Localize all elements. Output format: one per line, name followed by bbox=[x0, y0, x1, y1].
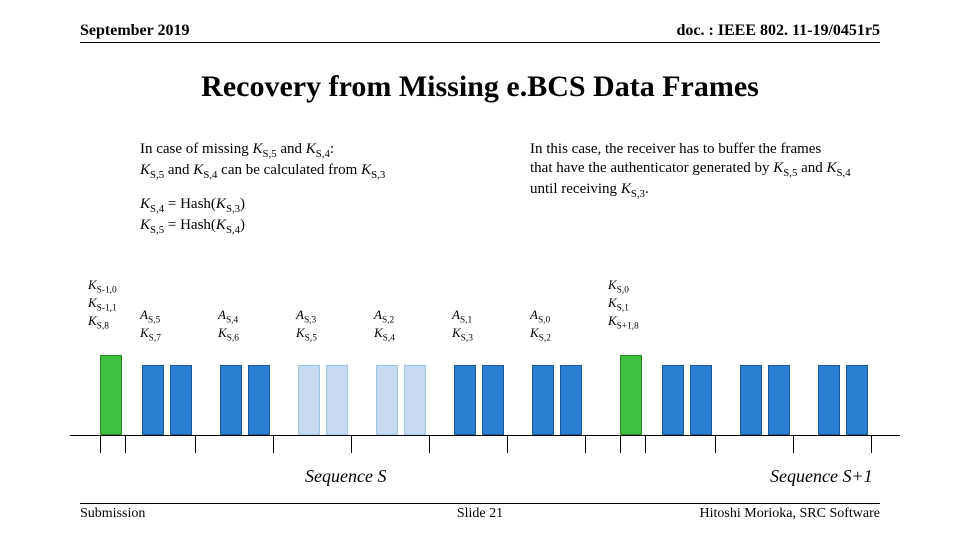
chart-bar bbox=[376, 365, 398, 435]
chart-bar bbox=[454, 365, 476, 435]
chart-tick bbox=[507, 435, 508, 453]
chart-bar bbox=[768, 365, 790, 435]
bar-chart bbox=[70, 335, 900, 435]
chart-tick bbox=[351, 435, 352, 453]
chart-tick bbox=[585, 435, 586, 453]
chart-bar bbox=[404, 365, 426, 435]
chart-bar bbox=[326, 365, 348, 435]
chart-tick bbox=[429, 435, 430, 453]
chart-tick bbox=[273, 435, 274, 453]
footer-right: Hitoshi Morioka, SRC Software bbox=[700, 506, 880, 522]
chart-bar bbox=[142, 365, 164, 435]
label-ks0: KS,0KS,1KS+1,8 bbox=[608, 278, 639, 332]
header-date: September 2019 bbox=[80, 22, 189, 40]
chart-bar bbox=[818, 365, 840, 435]
chart-tick bbox=[195, 435, 196, 453]
chart-bar bbox=[220, 365, 242, 435]
chart-tick bbox=[620, 435, 621, 453]
chart-bar bbox=[100, 355, 122, 435]
chart-bar bbox=[248, 365, 270, 435]
chart-tick bbox=[871, 435, 872, 453]
chart-bar bbox=[620, 355, 642, 435]
chart-bar bbox=[170, 365, 192, 435]
chart-tick bbox=[125, 435, 126, 453]
page-title: Recovery from Missing e.BCS Data Frames bbox=[0, 70, 960, 104]
chart-bar bbox=[740, 365, 762, 435]
chart-bar bbox=[662, 365, 684, 435]
chart-tick bbox=[715, 435, 716, 453]
chart-tick bbox=[793, 435, 794, 453]
chart-bar bbox=[298, 365, 320, 435]
chart-tick bbox=[100, 435, 101, 453]
sequence-s: Sequence S bbox=[305, 466, 386, 487]
header-docref: doc. : IEEE 802. 11-19/0451r5 bbox=[676, 22, 880, 40]
footer: Submission Slide 21 Hitoshi Morioka, SRC… bbox=[80, 503, 880, 522]
explain-left: In case of missing KS,5 and KS,4: KS,5 a… bbox=[140, 140, 385, 238]
chart-bar bbox=[560, 365, 582, 435]
chart-bar bbox=[532, 365, 554, 435]
sequence-s1: Sequence S+1 bbox=[770, 466, 873, 487]
explain-right: In this case, the receiver has to buffer… bbox=[530, 140, 900, 202]
label-ks-1-0: KS-1,0KS-1,1KS,8 bbox=[88, 278, 117, 332]
chart-bar bbox=[482, 365, 504, 435]
chart-tick bbox=[645, 435, 646, 453]
chart-bar bbox=[690, 365, 712, 435]
header: September 2019 doc. : IEEE 802. 11-19/04… bbox=[80, 22, 880, 43]
chart-bar bbox=[846, 365, 868, 435]
